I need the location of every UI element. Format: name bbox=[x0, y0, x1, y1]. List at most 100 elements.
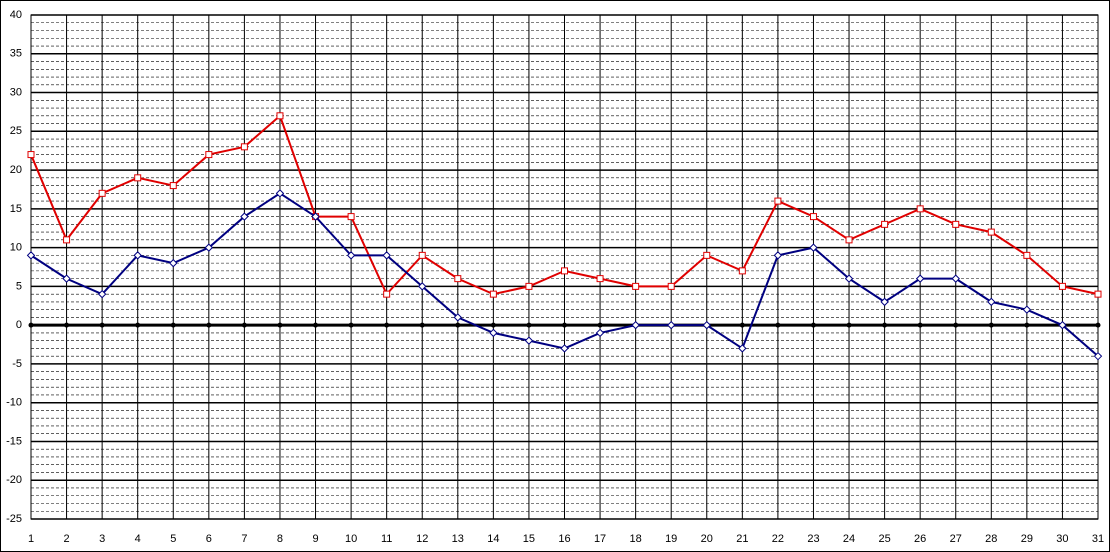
point-marker bbox=[1094, 290, 1102, 298]
y-tick-label: 30 bbox=[10, 86, 22, 98]
point-marker bbox=[97, 289, 107, 299]
point-marker bbox=[845, 236, 853, 244]
y-tick-label: -20 bbox=[6, 474, 22, 486]
axis-tick-dot bbox=[846, 322, 852, 328]
x-tick-label: 12 bbox=[416, 533, 428, 545]
point-marker bbox=[596, 275, 604, 283]
point-marker bbox=[489, 328, 498, 338]
point-marker bbox=[382, 251, 391, 260]
point-marker bbox=[667, 282, 675, 290]
axis-tick-dot bbox=[526, 322, 532, 328]
point-marker bbox=[240, 143, 248, 151]
point-marker bbox=[1022, 305, 1032, 314]
point-marker bbox=[276, 112, 284, 120]
axis-tick-dot bbox=[419, 322, 425, 328]
point-marker bbox=[133, 251, 142, 260]
plot-border bbox=[30, 14, 1099, 520]
x-tick-label: 25 bbox=[878, 533, 890, 545]
point-marker bbox=[134, 174, 142, 182]
y-tick-label: -25 bbox=[6, 513, 22, 525]
point-marker bbox=[703, 251, 711, 259]
axis-tick-dot bbox=[348, 322, 354, 328]
point-marker bbox=[311, 212, 320, 221]
axis-tick-dot bbox=[810, 322, 816, 328]
x-tick-label: 18 bbox=[630, 533, 642, 545]
point-marker bbox=[204, 243, 214, 252]
y-tick-label: -10 bbox=[6, 397, 22, 409]
x-tick-label: 31 bbox=[1092, 533, 1104, 545]
axis-tick-dot bbox=[64, 322, 70, 328]
axis-tick-dot bbox=[455, 322, 461, 328]
axis-tick-dot bbox=[313, 322, 319, 328]
y-tick-label: -15 bbox=[6, 435, 22, 447]
x-tick-label: 11 bbox=[381, 533, 392, 545]
axis-tick-dot bbox=[277, 322, 283, 328]
point-marker bbox=[774, 197, 782, 205]
axis-tick-dot bbox=[775, 322, 781, 328]
axis-tick-dot bbox=[490, 322, 496, 328]
point-marker bbox=[880, 297, 889, 307]
x-tick-label: 23 bbox=[807, 533, 819, 545]
point-marker bbox=[489, 290, 497, 298]
point-marker bbox=[205, 151, 213, 159]
point-marker bbox=[1023, 251, 1031, 259]
point-marker bbox=[738, 344, 747, 353]
y-tick-label: 35 bbox=[10, 48, 22, 60]
point-marker bbox=[773, 251, 783, 260]
axis-tick-dot bbox=[562, 322, 567, 328]
x-tick-label: 20 bbox=[701, 533, 713, 545]
point-marker bbox=[525, 282, 533, 290]
point-marker bbox=[702, 320, 711, 330]
point-marker bbox=[240, 212, 249, 221]
point-marker bbox=[418, 251, 426, 259]
axis-tick-dot bbox=[597, 322, 603, 328]
x-tick-label: 7 bbox=[241, 533, 247, 545]
point-marker bbox=[952, 220, 960, 228]
x-tick-label: 4 bbox=[135, 533, 141, 545]
point-marker bbox=[454, 275, 462, 283]
point-marker bbox=[915, 274, 925, 283]
point-marker bbox=[632, 282, 640, 290]
x-tick-label: 27 bbox=[950, 533, 962, 545]
x-tick-label: 10 bbox=[345, 533, 357, 545]
x-tick-label: 6 bbox=[206, 533, 212, 545]
x-tick-label: 29 bbox=[1021, 533, 1033, 545]
y-tick-label: 20 bbox=[10, 164, 22, 176]
x-tick-label: 16 bbox=[558, 533, 570, 545]
x-tick-label: 21 bbox=[736, 533, 748, 545]
axis-tick-dot bbox=[241, 322, 247, 328]
x-tick-label: 17 bbox=[594, 533, 606, 545]
point-marker bbox=[275, 189, 285, 198]
x-tick-label: 13 bbox=[452, 533, 464, 545]
point-marker bbox=[631, 320, 640, 330]
x-tick-label: 22 bbox=[772, 533, 784, 545]
x-tick-label: 1 bbox=[28, 533, 34, 545]
point-marker bbox=[347, 213, 355, 221]
point-marker bbox=[738, 267, 746, 275]
axis-tick-dot bbox=[739, 322, 745, 328]
x-tick-label: 14 bbox=[487, 533, 499, 545]
x-tick-label: 3 bbox=[99, 533, 105, 545]
axis-tick-dot bbox=[1024, 322, 1030, 328]
point-marker bbox=[987, 228, 995, 236]
point-marker bbox=[346, 251, 356, 260]
axis-tick-dot bbox=[882, 322, 888, 328]
point-marker bbox=[1093, 351, 1103, 361]
point-marker bbox=[169, 182, 177, 190]
point-marker bbox=[453, 313, 463, 322]
point-marker bbox=[666, 320, 676, 330]
x-tick-label: 2 bbox=[64, 533, 70, 545]
point-marker bbox=[1058, 320, 1067, 330]
point-marker bbox=[951, 274, 960, 283]
y-tick-label: 5 bbox=[16, 280, 22, 292]
axis-tick-dot bbox=[170, 322, 176, 328]
point-marker bbox=[987, 297, 996, 307]
point-marker bbox=[561, 267, 568, 275]
point-marker bbox=[916, 205, 924, 213]
x-tick-label: 15 bbox=[523, 533, 535, 545]
x-tick-label: 30 bbox=[1056, 533, 1068, 545]
point-marker bbox=[524, 336, 534, 345]
axis-tick-dot bbox=[384, 322, 390, 328]
x-tick-label: 26 bbox=[914, 533, 926, 545]
